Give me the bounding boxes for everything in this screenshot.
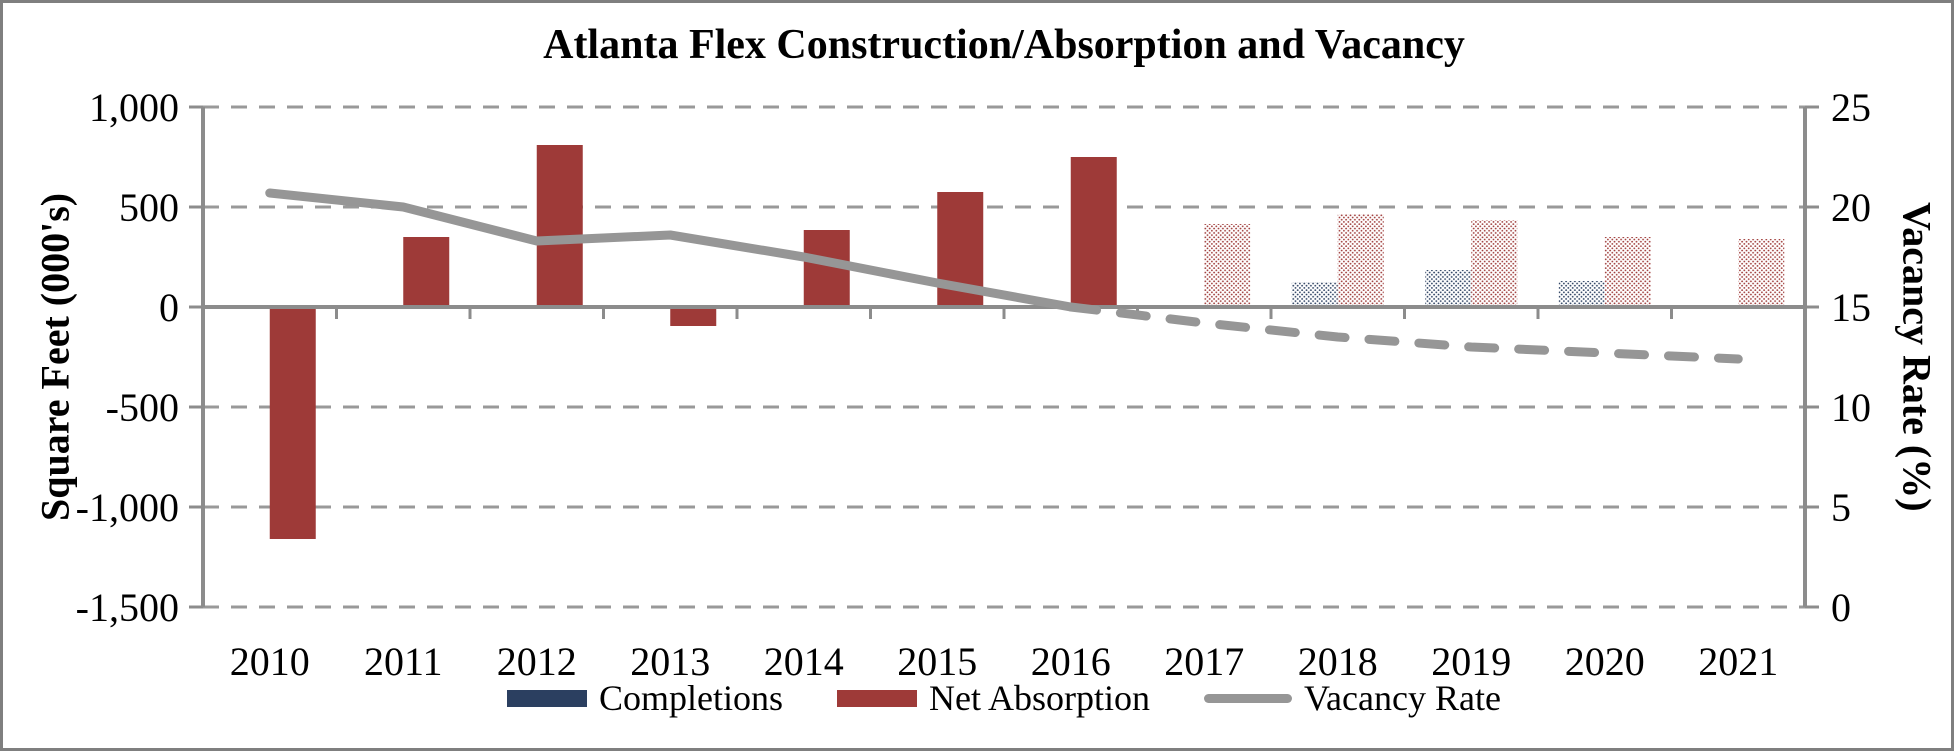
legend-swatch-completions-bar [507, 689, 588, 707]
bar-net-absorption-2017 [1204, 224, 1251, 307]
axes [189, 105, 1819, 609]
bar-net-absorption-2018 [1337, 214, 1384, 307]
x-axis-year-label: 2019 [1431, 639, 1511, 684]
x-axis-year-label: 2012 [497, 639, 577, 684]
right-axis-tick-label: 0 [1831, 585, 1851, 630]
bar-net-absorption-2016 [1070, 157, 1117, 307]
x-axis-year-label: 2016 [1031, 639, 1111, 684]
left-axis-tick-label: 1,000 [89, 85, 179, 130]
chart-title: Atlanta Flex Construction/Absorption and… [543, 22, 1465, 68]
bar-net-absorption-2010 [269, 307, 316, 539]
legend-item-vacancy-rate: Vacancy Rate [1204, 677, 1501, 719]
bar-series [269, 145, 1785, 539]
x-axis-year-label: 2021 [1698, 639, 1778, 684]
gridlines [203, 105, 1805, 609]
left-axis-tick-label: 0 [159, 285, 179, 330]
x-axis-year-label: 2020 [1565, 639, 1645, 684]
vacancy-rate-line-forecast [1066, 302, 1743, 364]
legend-label-vacancy-rate: Vacancy Rate [1304, 678, 1501, 718]
bar-completions-2018 [1291, 282, 1338, 307]
bar-net-absorption-2013 [670, 307, 717, 326]
x-axis-year-label: 2015 [897, 639, 977, 684]
x-axis-year-label: 2017 [1164, 639, 1244, 684]
right-axis-tick-label: 5 [1831, 485, 1851, 530]
right-axis-tick-label: 25 [1831, 85, 1871, 130]
bar-net-absorption-2021 [1738, 239, 1785, 307]
bar-net-absorption-2012 [536, 145, 583, 307]
bar-net-absorption-2019 [1471, 220, 1518, 307]
x-axis-year-label: 2018 [1298, 639, 1378, 684]
x-axis-year-label: 2013 [630, 639, 710, 684]
legend-item-completions: Completions [507, 677, 783, 719]
bar-completions-2019 [1425, 270, 1472, 307]
left-axis-tick-label: -1,500 [76, 585, 179, 630]
left-axis-tick-label: -1,000 [76, 485, 179, 530]
left-axis-tick-label: -500 [106, 385, 179, 430]
right-axis-tick-label: 10 [1831, 385, 1871, 430]
legend-label-net-absorption: Net Absorption [929, 678, 1151, 718]
legend-swatch-vacancy-line [1204, 693, 1293, 703]
legend-label-completions: Completions [599, 678, 784, 718]
legend-swatch-net-absorption-bar [837, 689, 918, 707]
vacancy-rate-line-actual [265, 188, 1076, 312]
bar-completions-2020 [1558, 281, 1605, 307]
left-axis-title: Square Feet (000's) [32, 192, 78, 522]
bar-net-absorption-2020 [1604, 237, 1651, 307]
chart-legend: Completions Net Absorption Vacancy Rate [203, 674, 1805, 722]
bar-net-absorption-2011 [403, 237, 450, 307]
left-axis-tick-label: 500 [119, 185, 179, 230]
right-axis-tick-label: 15 [1831, 285, 1871, 330]
legend-item-net-absorption: Net Absorption [837, 677, 1150, 719]
x-axis-year-label: 2014 [764, 639, 844, 684]
x-axis-year-label: 2010 [230, 639, 310, 684]
right-axis-title: Vacancy Rate (%) [1894, 202, 1940, 512]
x-axis-year-label: 2011 [364, 639, 443, 684]
right-axis-tick-label: 20 [1831, 185, 1871, 230]
